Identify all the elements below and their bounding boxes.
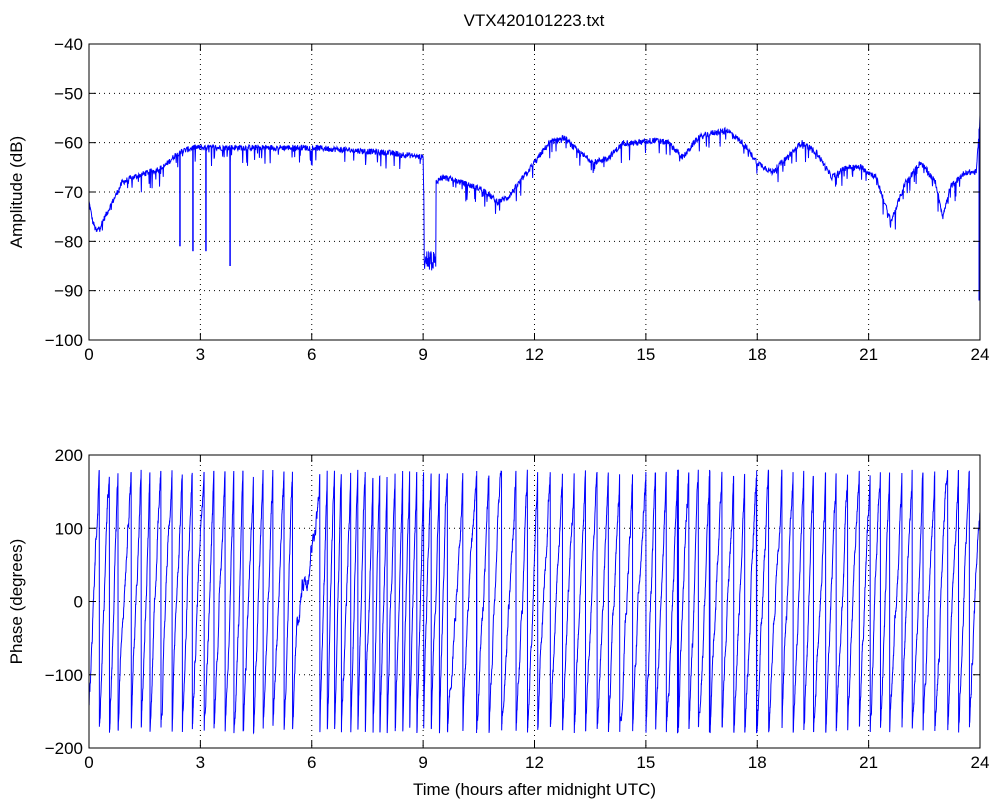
phase-plot: 0 3 6 9 12 15 18 21 24 −200 −100 0 100 200 Phase (deg…: [7, 446, 989, 799]
amplitude-plot: 0 3 6 9 12 15 18 21 24 −100 −90 −80 −70 −60 −50 −40 Amp…: [7, 35, 989, 364]
y-tick-label: −40: [54, 35, 83, 54]
x-tick-label: 21: [859, 345, 878, 364]
x-tick-label: 12: [525, 753, 544, 772]
x-tick-label: 9: [418, 753, 427, 772]
y-tick-label: −60: [54, 134, 83, 153]
x-tick-label: 15: [636, 753, 655, 772]
figure-title: VTX420101223.txt: [464, 11, 605, 30]
y-tick-label: −100: [45, 331, 83, 350]
y-tick-label: −200: [45, 739, 83, 758]
phase-grid: [89, 455, 980, 748]
x-tick-label: 24: [971, 753, 990, 772]
x-tick-label: 3: [196, 753, 205, 772]
y-tick-label: 200: [55, 446, 83, 465]
amplitude-y-axis-label: Amplitude (dB): [7, 136, 26, 248]
y-tick-label: 0: [74, 593, 83, 612]
x-tick-label: 9: [418, 345, 427, 364]
x-tick-label: 6: [307, 753, 316, 772]
y-tick-label: −80: [54, 232, 83, 251]
y-tick-label: −100: [45, 666, 83, 685]
amplitude-line: [88, 115, 981, 271]
phase-ticks: 0 3 6 9 12 15 18 21 24 −200 −100 0 100 200: [45, 446, 990, 772]
amplitude-grid: [89, 44, 980, 340]
y-tick-label: −50: [54, 84, 83, 103]
x-tick-label: 24: [971, 345, 990, 364]
x-tick-label: 6: [307, 345, 316, 364]
amplitude-series: [88, 115, 981, 301]
y-tick-label: 100: [55, 519, 83, 538]
x-tick-label: 0: [84, 753, 93, 772]
phase-y-axis-label: Phase (degrees): [7, 539, 26, 665]
phase-series: [88, 469, 981, 735]
amplitude-ticks: 0 3 6 9 12 15 18 21 24 −100 −90 −80 −70 −60 −50 −40: [45, 35, 990, 364]
phase-line: [88, 469, 981, 735]
x-tick-label: 21: [859, 753, 878, 772]
x-tick-label: 12: [525, 345, 544, 364]
x-tick-label: 18: [748, 345, 767, 364]
x-tick-label: 15: [636, 345, 655, 364]
phase-x-axis-label: Time (hours after midnight UTC): [413, 780, 656, 799]
x-tick-label: 0: [84, 345, 93, 364]
y-tick-label: −70: [54, 183, 83, 202]
x-tick-label: 3: [196, 345, 205, 364]
x-tick-label: 18: [748, 753, 767, 772]
y-tick-label: −90: [54, 282, 83, 301]
